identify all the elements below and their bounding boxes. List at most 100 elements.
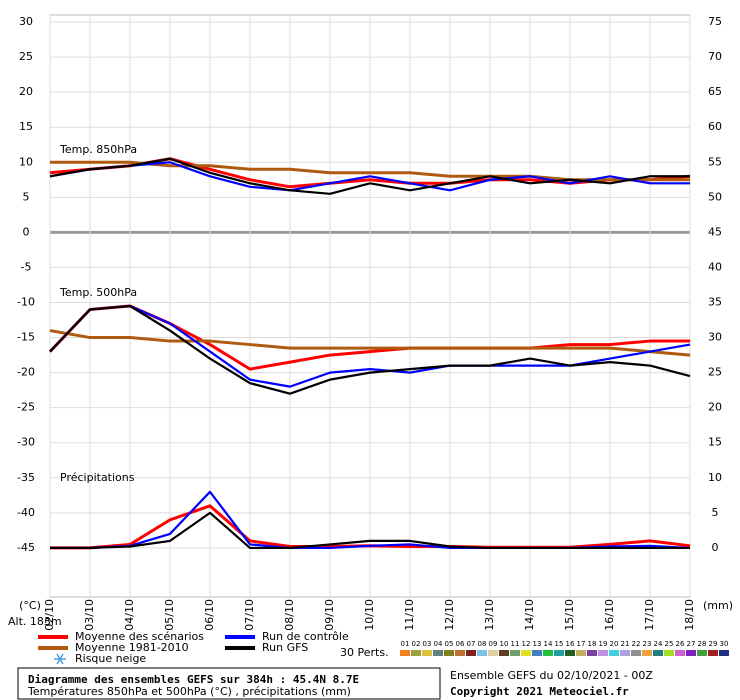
perturbation-swatch [653,650,663,656]
series-line [49,329,691,357]
x-tick-label: 07/10 [243,599,256,631]
y-tick-label: 10 [19,155,33,168]
y-tick-label: 15 [19,120,33,133]
perturbation-label: 01 [401,640,410,648]
perturbation-swatch [697,650,707,656]
perturbation-label: 11 [511,640,520,648]
y2-tick-label: 75 [708,15,722,28]
y2-tick-label: 35 [708,295,722,308]
perturbation-label: 20 [610,640,619,648]
x-tick-label: 02/10 [43,599,56,631]
copyright: Copyright 2021 Meteociel.fr [450,685,629,698]
perturbation-label: 02 [412,640,421,648]
panel-label: Temp. 500hPa [59,286,137,299]
perturbation-swatch [576,650,586,656]
perturbation-label: 28 [698,640,707,648]
x-tick-label: 12/10 [443,599,456,631]
perturbation-swatch [609,650,619,656]
legend-label: Run GFS [262,641,308,654]
perturbation-swatch [543,650,553,656]
x-tick-label: 10/10 [363,599,376,631]
perturbation-label: 25 [665,640,674,648]
perturbation-swatch [521,650,531,656]
snow-icon [54,653,66,665]
perturbations-label: 30 Perts. [340,646,389,659]
perturbation-label: 07 [467,640,476,648]
x-tick-label: 06/10 [203,599,216,631]
x-tick-label: 14/10 [523,599,536,631]
series-line [50,160,690,182]
perturbation-swatch [631,650,641,656]
panel-label: Temp. 850hPa [59,143,137,156]
perturbation-label: 15 [555,640,564,648]
perturbation-swatch [664,650,674,656]
y-tick-label: -30 [17,436,35,449]
y2-tick-label: 5 [712,506,719,519]
perturbation-label: 29 [709,640,718,648]
y2-tick-label: 65 [708,85,722,98]
y-tick-label: -15 [17,331,35,344]
perturbation-swatch [477,650,487,656]
perturbation-swatch [554,650,564,656]
run-info: Ensemble GEFS du 02/10/2021 - 00Z [450,669,653,682]
perturbation-swatch [675,650,685,656]
perturbation-swatch [499,650,509,656]
x-tick-label: 09/10 [323,599,336,631]
altitude: Alt. 183m [8,615,62,628]
y2-tick-label: 25 [708,366,722,379]
legend-label: Run de contrôle [262,630,349,643]
y-tick-label: -25 [17,401,35,414]
series-line [49,304,691,395]
perturbation-label: 14 [544,640,553,648]
y-tick-label: -5 [21,260,32,273]
y-tick-label: 25 [19,50,33,63]
perturbation-swatch [620,650,630,656]
perturbation-swatch [411,650,421,656]
y-label: (°C) [19,599,41,612]
y2-tick-label: 60 [708,120,722,133]
perturbation-swatch [510,650,520,656]
perturbation-swatch [708,650,718,656]
perturbation-label: 26 [676,640,685,648]
y-tick-label: -20 [17,366,35,379]
perturbation-swatch [455,650,465,656]
x-tick-label: 03/10 [83,599,96,631]
footer-subtitle: Températures 850hPa et 500hPa (°C) , pré… [27,685,351,698]
perturbation-label: 08 [478,640,487,648]
y2-tick-label: 0 [712,541,719,554]
perturbation-swatch [598,650,608,656]
legend-label: Risque neige [75,652,146,665]
perturbation-label: 17 [577,640,586,648]
perturbation-label: 05 [445,640,454,648]
panel-label: Précipitations [60,471,135,484]
y-tick-label: 5 [23,190,30,203]
perturbation-label: 18 [588,640,597,648]
perturbation-label: 03 [423,640,432,648]
perturbation-swatch [444,650,454,656]
y2-tick-label: 15 [708,436,722,449]
perturbation-label: 13 [533,640,542,648]
perturbation-label: 21 [621,640,630,648]
y-tick-label: -45 [17,541,35,554]
perturbation-swatch [686,650,696,656]
legend-label: Moyenne 1981-2010 [75,641,189,654]
y2-tick-label: 20 [708,401,722,414]
perturbation-label: 24 [654,640,663,648]
y-tick-label: -35 [17,471,35,484]
perturbation-swatch [488,650,498,656]
perturbation-label: 12 [522,640,531,648]
perturbation-label: 04 [434,640,443,648]
x-tick-label: 15/10 [563,599,576,631]
y2-label: (mm) [703,599,733,612]
perturbation-label: 06 [456,640,465,648]
perturbation-label: 27 [687,640,696,648]
y-tick-label: 0 [23,225,30,238]
perturbation-swatch [466,650,476,656]
perturbation-swatch [565,650,575,656]
y-tick-label: 20 [19,85,33,98]
x-tick-label: 18/10 [683,599,696,631]
y-tick-label: -40 [17,506,35,519]
y2-tick-label: 55 [708,155,722,168]
perturbation-label: 19 [599,640,608,648]
x-tick-label: 11/10 [403,599,416,631]
